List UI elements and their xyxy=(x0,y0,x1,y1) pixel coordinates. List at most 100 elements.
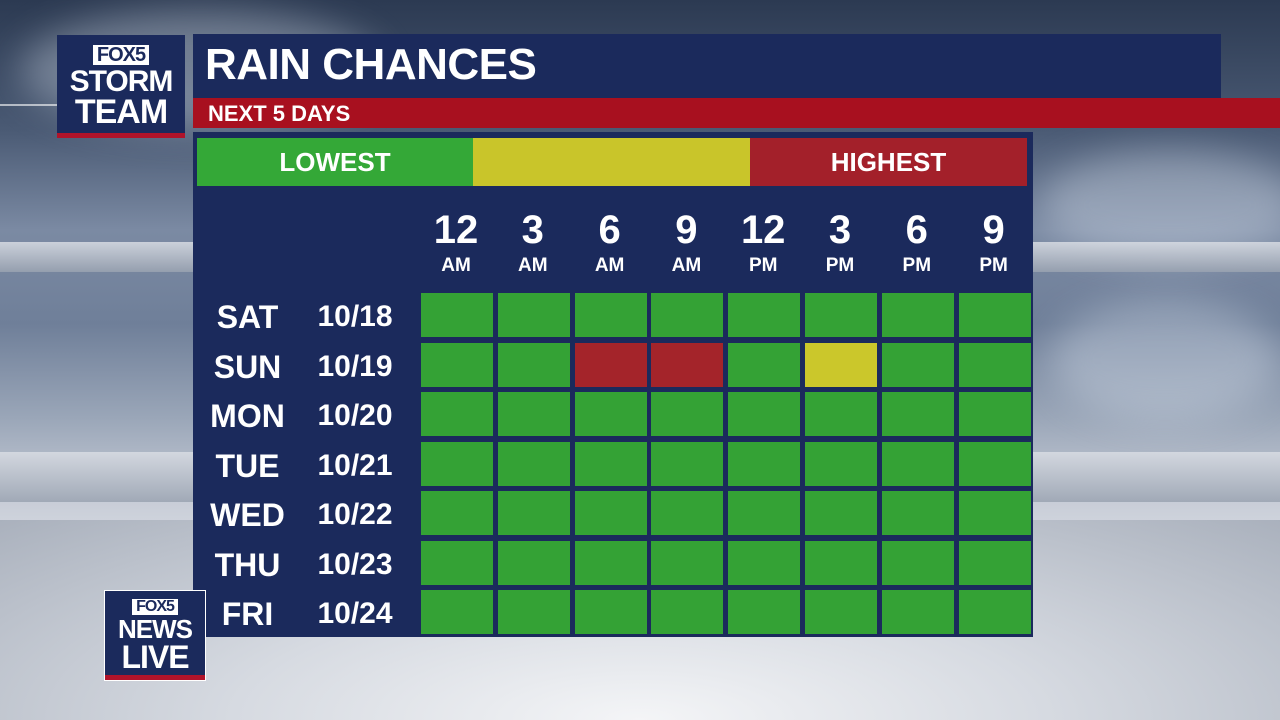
heatmap-cell xyxy=(574,342,647,387)
news-live-logo: FOX5 NEWS LIVE xyxy=(104,590,206,681)
row-date-label: 10/22 xyxy=(317,498,393,531)
column-ampm: PM xyxy=(748,255,778,276)
column-ampm: AM xyxy=(441,255,471,276)
heatmap-cell xyxy=(497,392,570,436)
logo-fox5-text: FOX5 xyxy=(132,598,178,615)
heatmap-cell xyxy=(805,491,877,535)
heatmap-cell xyxy=(651,441,724,486)
heatmap-cell xyxy=(651,540,724,585)
logo-stripe xyxy=(105,675,205,680)
column-header: 9 PM xyxy=(958,210,1030,275)
heatmap-cell xyxy=(958,293,1031,337)
row-date-label: 10/23 xyxy=(317,547,393,581)
legend-middle xyxy=(473,138,750,186)
heatmap-cell xyxy=(421,491,493,535)
column-ampm: AM xyxy=(671,255,702,276)
heatmap-cell xyxy=(651,590,724,634)
background-cloud xyxy=(1040,150,1280,260)
row-date-label: 10/21 xyxy=(317,448,393,482)
heatmap-cell xyxy=(728,540,801,585)
heatmap-cell xyxy=(574,392,647,436)
heatmap-cell xyxy=(574,590,647,634)
page-title: RAIN CHANCES xyxy=(205,40,537,89)
row-day-label: FRI xyxy=(221,596,274,632)
column-header: 6 AM xyxy=(574,210,646,275)
heatmap-cell xyxy=(421,590,493,634)
heatmap-cell xyxy=(728,293,801,337)
heatmap-cell xyxy=(881,540,954,585)
heatmap-cell xyxy=(728,392,801,436)
row-day-label: MON xyxy=(210,398,285,434)
heatmap-cell xyxy=(497,342,570,387)
heatmap-cell xyxy=(805,293,877,337)
logo-storm-text: STORM xyxy=(69,64,174,98)
heatmap-cell xyxy=(421,293,493,337)
column-hour: 12 xyxy=(740,208,786,252)
background-line xyxy=(0,104,60,106)
heatmap-cell xyxy=(574,491,647,535)
legend-highest: HIGHEST xyxy=(750,138,1027,186)
row-date-label: 10/24 xyxy=(317,597,393,630)
column-ampm: PM xyxy=(825,255,855,276)
heatmap-cell xyxy=(881,392,954,436)
heatmap-cell xyxy=(497,540,570,585)
heatmap-cell xyxy=(497,293,570,337)
heatmap-cell xyxy=(421,392,493,436)
background-cloud xyxy=(1050,300,1280,420)
heatmap-cell xyxy=(497,491,570,535)
heatmap-cell xyxy=(574,540,647,585)
page-subtitle: NEXT 5 DAYS xyxy=(208,101,351,126)
heatmap-cell xyxy=(651,392,724,436)
row-day-label: SAT xyxy=(216,299,279,335)
heatmap-cell xyxy=(881,293,954,337)
column-hour: 9 xyxy=(982,208,1005,252)
heatmap-cell xyxy=(805,540,877,585)
column-hour: 3 xyxy=(828,208,852,252)
row-day-label: SUN xyxy=(213,348,282,385)
heatmap-cell xyxy=(805,342,877,387)
column-header: 3 PM xyxy=(804,210,876,275)
heatmap-cell xyxy=(958,540,1031,585)
heatmap-cell xyxy=(728,590,801,634)
logo-fox5-text: FOX5 xyxy=(92,44,150,65)
heatmap-cell xyxy=(805,590,877,634)
heatmap-cell xyxy=(497,441,570,486)
heatmap-cell xyxy=(421,342,493,387)
heatmap-cell xyxy=(651,342,724,387)
row-date-label: 10/18 xyxy=(317,300,393,333)
heatmap-cell xyxy=(805,392,877,436)
row-day-label: TUE xyxy=(215,447,280,484)
column-ampm: PM xyxy=(979,255,1008,276)
column-hour: 6 xyxy=(905,208,928,252)
column-header: 6 PM xyxy=(881,210,953,275)
column-header: 3 AM xyxy=(497,210,569,275)
heatmap-cell xyxy=(958,392,1031,436)
logo-live-text: LIVE xyxy=(121,638,189,675)
column-hour: 9 xyxy=(675,208,698,252)
column-header: 9 AM xyxy=(650,210,722,275)
column-header: 12 AM xyxy=(420,210,492,275)
row-date-label: 10/19 xyxy=(317,349,393,383)
heatmap-cell xyxy=(958,441,1031,486)
heatmap-cell xyxy=(881,441,954,486)
logo-stripe xyxy=(57,133,185,138)
heatmap-cell xyxy=(958,491,1031,535)
column-hour: 6 xyxy=(598,208,621,252)
logo-team-text: TEAM xyxy=(74,93,168,132)
heatmap-cell xyxy=(728,491,801,535)
column-ampm: PM xyxy=(902,255,932,276)
heatmap-cell xyxy=(958,342,1031,387)
column-header: 12 PM xyxy=(727,210,799,275)
heatmap-cell xyxy=(651,293,724,337)
heatmap-cell xyxy=(574,293,647,337)
heatmap-cell xyxy=(728,342,801,387)
logo-news-text: NEWS xyxy=(118,613,193,644)
heatmap-cell xyxy=(574,441,647,486)
row-day-label: THU xyxy=(214,546,281,583)
heatmap-cell xyxy=(881,590,954,634)
column-ampm: AM xyxy=(518,255,548,276)
heatmap-cell xyxy=(805,441,877,486)
column-ampm: AM xyxy=(594,255,625,276)
row-date-label: 10/20 xyxy=(317,399,393,432)
heatmap-cell xyxy=(881,342,954,387)
